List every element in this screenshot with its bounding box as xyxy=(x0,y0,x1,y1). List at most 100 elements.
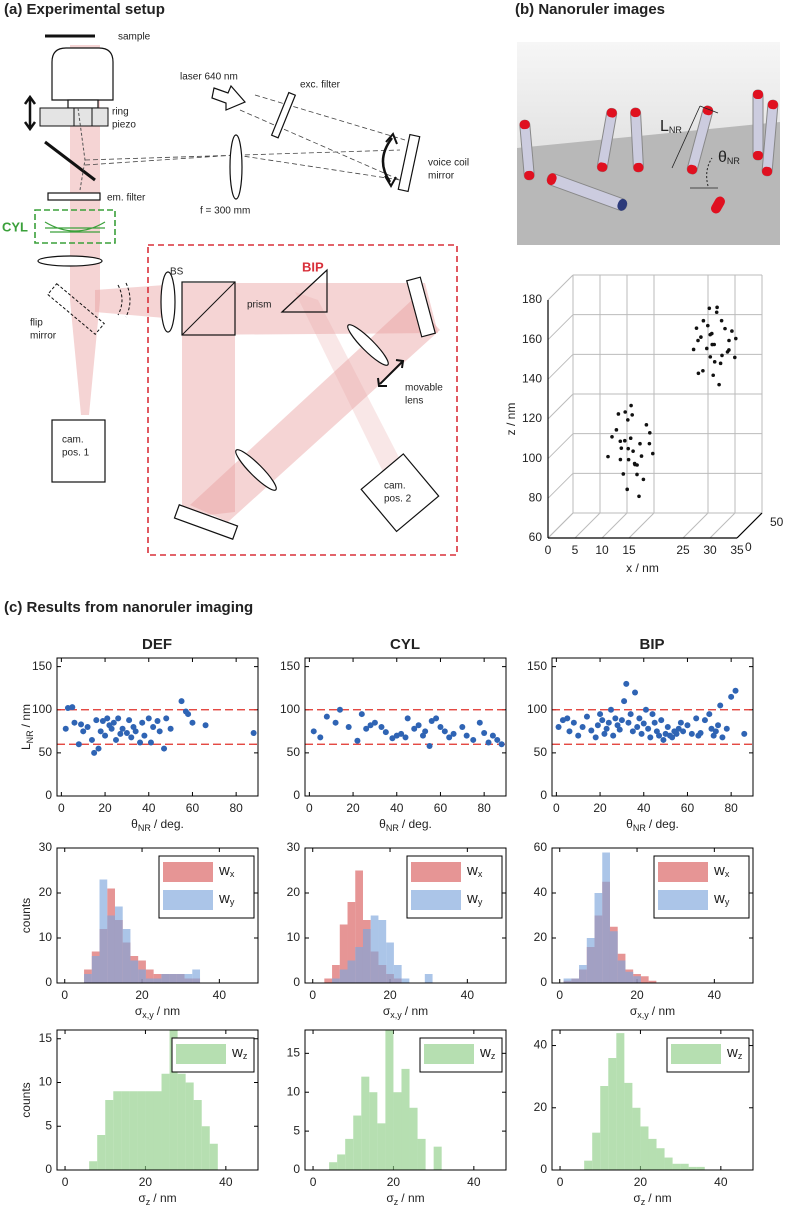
point xyxy=(623,680,630,687)
x-axis-label-part: σ xyxy=(383,1004,391,1018)
point xyxy=(433,715,440,722)
plot-frame xyxy=(304,657,507,797)
bar xyxy=(129,1091,138,1170)
panel-title: (c) Results from nanoruler imaging xyxy=(4,599,253,616)
image-label: NR xyxy=(727,156,740,166)
point xyxy=(708,355,713,359)
z-tick-label: 60 xyxy=(529,530,543,544)
point xyxy=(367,722,374,729)
x-axis-label-part: θ xyxy=(379,817,386,831)
x-tick-label: 0 xyxy=(62,1175,69,1189)
bar xyxy=(377,1123,386,1170)
y-tick-label: 50 xyxy=(287,745,301,759)
x-axis-label-part: z xyxy=(146,1197,151,1207)
bar xyxy=(424,974,433,983)
y-tick-label: 0 xyxy=(45,788,52,802)
x-axis-label-part: x,y xyxy=(142,1010,154,1020)
point xyxy=(618,457,623,462)
point xyxy=(697,730,704,737)
point xyxy=(728,693,735,700)
point xyxy=(637,494,641,499)
x-axis-label-part: z xyxy=(394,1197,399,1207)
point xyxy=(97,728,104,735)
point xyxy=(470,736,477,743)
bar xyxy=(201,1126,210,1170)
nanoruler-render-part-part xyxy=(524,170,535,180)
bar xyxy=(688,1166,697,1170)
y-tick-label: 10 xyxy=(39,1075,53,1089)
y-tick-label: 150 xyxy=(280,659,300,673)
x-tick-label: 0 xyxy=(553,801,560,815)
x-tick-label: 0 xyxy=(306,801,313,815)
bar xyxy=(153,978,162,983)
x-axis-label-part: / nm xyxy=(401,1191,424,1205)
legend-swatch xyxy=(411,862,461,882)
point xyxy=(712,728,719,735)
bar xyxy=(184,974,193,983)
bar xyxy=(625,971,634,983)
legend-label: wx xyxy=(218,862,235,879)
setup-diagram-part xyxy=(182,335,235,518)
point xyxy=(677,719,684,726)
x-tick-label: 60 xyxy=(186,801,200,815)
bar xyxy=(355,947,363,983)
y-tick-label: 50 xyxy=(534,745,548,759)
point xyxy=(601,730,608,737)
point xyxy=(618,717,625,724)
bar xyxy=(378,920,387,983)
x-tick-label: 0 xyxy=(557,1175,564,1189)
y-tick-label: 30 xyxy=(287,840,301,854)
bar xyxy=(370,915,379,983)
point xyxy=(404,715,411,722)
setup-diagram-part xyxy=(377,359,405,387)
bar xyxy=(153,1091,162,1170)
y-tick-label: 0 xyxy=(293,1162,300,1176)
x-tick-label: 0 xyxy=(545,543,552,557)
point xyxy=(711,373,715,378)
y-tick-label: 5 xyxy=(293,1123,300,1137)
x-axis-label-part: / nm xyxy=(648,1191,671,1205)
bar xyxy=(609,931,618,983)
point xyxy=(583,713,590,720)
label: lens xyxy=(405,396,423,407)
point xyxy=(605,719,612,726)
legend-swatch xyxy=(411,890,461,910)
label: piezo xyxy=(112,120,136,131)
label: pos. 2 xyxy=(384,494,412,505)
bar xyxy=(563,978,572,983)
point xyxy=(137,739,144,746)
bar xyxy=(624,1082,633,1170)
x-tick-label: 20 xyxy=(383,988,397,1002)
point xyxy=(610,732,617,739)
point xyxy=(705,346,709,351)
point xyxy=(669,734,676,741)
point xyxy=(710,342,714,347)
setup-diagram-part xyxy=(347,324,389,366)
bar xyxy=(161,974,170,983)
legend-label: wx xyxy=(466,862,483,879)
setup-diagram-part xyxy=(147,244,458,556)
grid-line xyxy=(547,274,574,301)
legend-label-part: w xyxy=(231,1044,243,1061)
x-tick-label: 80 xyxy=(724,801,738,815)
setup-diagram-part xyxy=(34,209,116,244)
setup-diagram-part xyxy=(270,91,297,139)
point xyxy=(69,704,76,711)
x-axis-label-part: σ xyxy=(386,1191,394,1205)
nanoruler-render-part-part xyxy=(630,107,641,118)
point xyxy=(675,725,682,732)
grid-line xyxy=(601,512,628,539)
bar xyxy=(409,1107,418,1170)
point xyxy=(141,732,148,739)
point xyxy=(706,323,710,328)
x-tick-label: 40 xyxy=(213,988,227,1002)
point xyxy=(712,360,717,364)
nanoruler-render-part xyxy=(761,99,779,177)
label: CYL xyxy=(2,219,28,234)
setup-diagram-part xyxy=(47,283,105,335)
label: mirror xyxy=(30,331,57,342)
point xyxy=(708,725,715,732)
legend-swatch xyxy=(658,890,708,910)
bar xyxy=(355,870,363,983)
bar xyxy=(332,978,340,983)
